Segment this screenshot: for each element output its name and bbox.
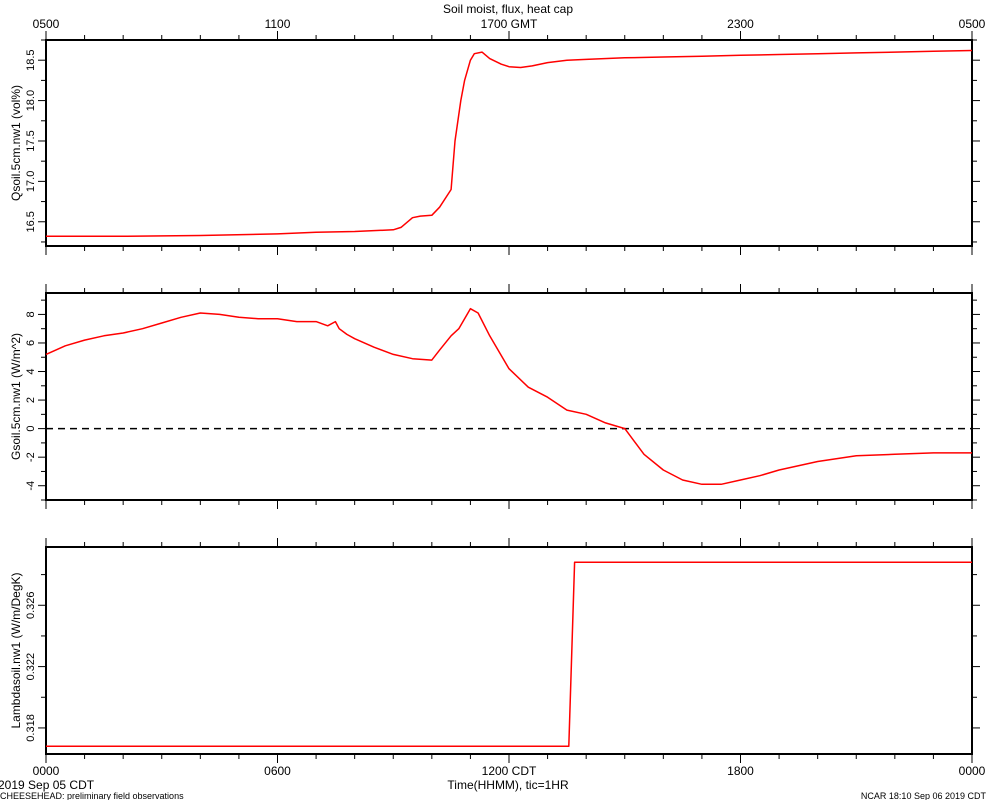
top-tick-label: 0500 xyxy=(33,17,60,31)
y-tick-label: 17.0 xyxy=(25,171,37,192)
y-tick-label: -2 xyxy=(25,452,37,462)
y-axis-label: Qsoil.5cm.nw1 (vol%) xyxy=(9,85,23,201)
chart-title: Soil moist, flux, heat cap xyxy=(443,2,573,16)
y-tick-label: 0.318 xyxy=(25,714,37,742)
bottom-tick-label: 1200 CDT xyxy=(482,764,537,778)
y-tick-label: 6 xyxy=(25,340,37,346)
y-axis-label: Lambdasoil.nw1 (W/m/DegK) xyxy=(9,572,23,728)
bottom-tick-label: 0000 xyxy=(959,764,986,778)
panel-1: 16.5 17.0 17.5 18.0 18.5 Qsoil.5cm.nw1 (vol%) xyxy=(9,31,980,255)
bottom-tick-label: 0600 xyxy=(264,764,291,778)
bottom-tick-label: 0000 xyxy=(33,764,60,778)
y-tick-label: 16.5 xyxy=(25,211,37,232)
series-line xyxy=(46,49,973,238)
y-tick-label: 8 xyxy=(25,311,37,317)
footer-stamp: NCAR 18:10 Sep 06 2019 CDT xyxy=(861,791,987,800)
y-tick-label: 0 xyxy=(25,426,37,432)
y-tick-label: 0.322 xyxy=(25,653,37,681)
plot-frame xyxy=(45,39,973,247)
y-tick-label: -4 xyxy=(25,481,37,491)
y-tick-label: 17.5 xyxy=(25,130,37,151)
top-tick-label: 0500 xyxy=(959,17,986,31)
chart-panels: 16.5 17.0 17.5 18.0 18.5 Qsoil.5cm.nw1 (vol%)… xyxy=(9,31,980,763)
y-tick-label: 18.0 xyxy=(25,90,37,111)
bottom-axis-labels: 0000 0600 1200 CDT 1800 0000 xyxy=(33,764,986,778)
top-tick-label: 1100 xyxy=(265,17,291,31)
top-tick-label: 2300 xyxy=(727,17,754,31)
y-tick-label: 4 xyxy=(25,368,37,374)
top-axis-labels: 0500 1100 1700 GMT 2300 0500 xyxy=(33,17,986,31)
x-axis-label: Time(HHMM), tic=1HR xyxy=(447,778,569,792)
y-tick-label: 2 xyxy=(25,397,37,403)
footer-project: CHEESEHEAD: preliminary field observatio… xyxy=(0,791,184,800)
series-line xyxy=(46,561,972,748)
top-tick-label: 1700 GMT xyxy=(481,17,538,31)
series-line xyxy=(45,307,972,486)
plot-frame xyxy=(45,546,973,755)
y-tick-label: 0.326 xyxy=(25,592,37,620)
bottom-tick-label: 1800 xyxy=(727,764,754,778)
y-tick-label: 18.5 xyxy=(25,49,37,70)
panel-2: -4 -2 0 2 4 6 8 Gsoil.5cm.nw1 (W/m^2) xyxy=(9,284,980,509)
y-axis-label: Gsoil.5cm.nw1 (W/m^2) xyxy=(9,333,23,460)
plot-frame xyxy=(45,292,973,501)
footer-date: 2019 Sep 05 CDT xyxy=(0,778,95,792)
